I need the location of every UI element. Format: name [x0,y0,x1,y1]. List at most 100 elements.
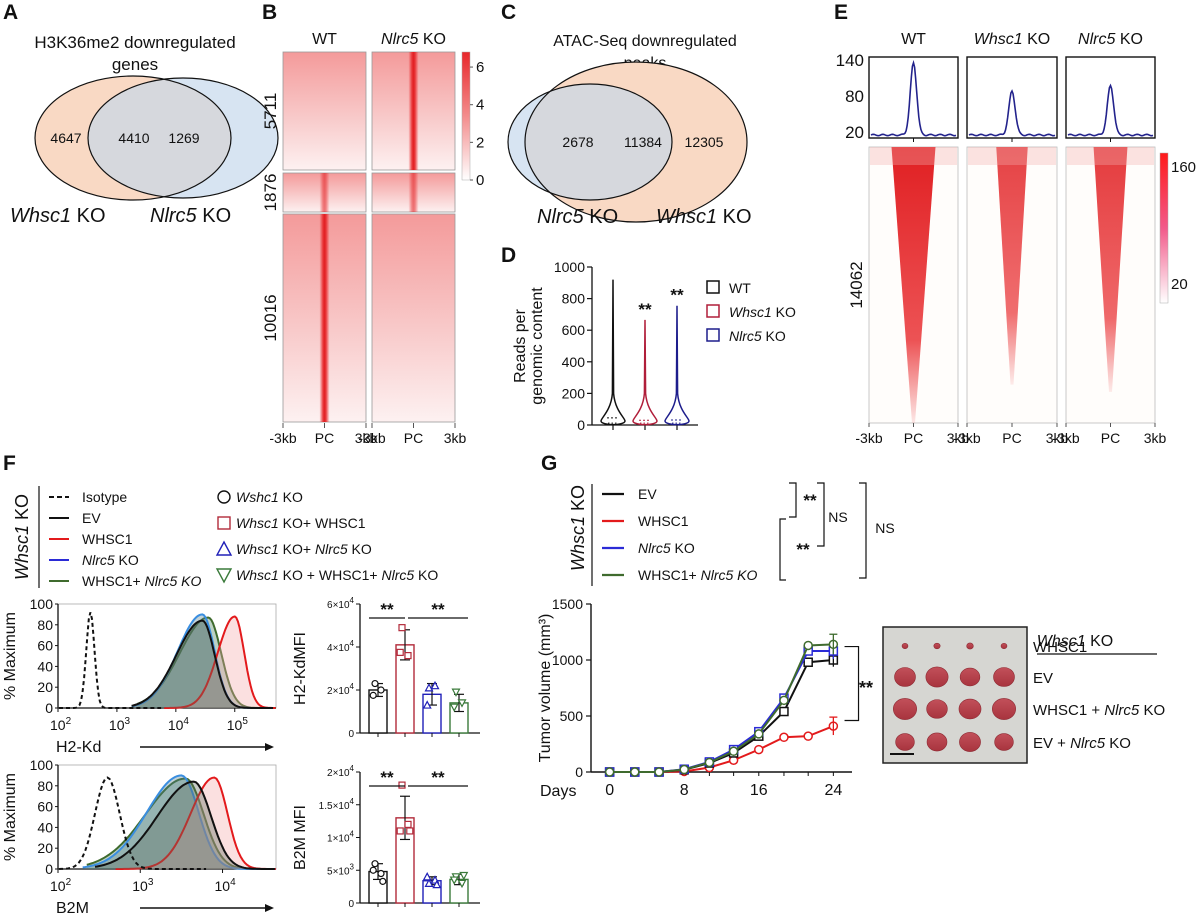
x-tick-label: -3kb [1052,430,1079,446]
photo-row-label: EV + Nlrc5 KO [1033,735,1131,752]
panel-label-e: E [834,1,848,24]
photo-row-label: WHSC1 [1033,639,1087,656]
series-line [609,725,834,773]
tumor [926,732,948,752]
x-tick-label: 102 [50,716,72,733]
series-line [609,643,834,773]
column-header: WT [901,31,926,48]
tumor [933,642,941,650]
y-tick-label: 80 [37,617,53,633]
bar-chart-1: 0 5×103 1×104 1.5×104 2×104 B2M MFI ** ** [292,764,480,910]
series-whsc1-nlrc5-ko [604,633,839,777]
y-tick-label: 0 [45,700,53,716]
legend-label: Wshc1 KO [236,489,303,505]
panel-label-g: G [541,452,557,475]
stat-label: NS [875,520,894,536]
data-point [754,744,764,755]
data-point [604,767,615,777]
y-tick-label: 60 [37,799,53,815]
legend-label: Nlrc5 KO [729,328,786,344]
violin-nlrc5-ko [664,305,690,426]
stat-bracket [789,482,797,518]
y-tick-label: 0 [577,417,585,433]
legend-label: Whsc1 KO [729,304,796,320]
y-tick-label: 20 [37,679,53,695]
y-tick-label: 800 [562,291,586,307]
data-point [457,879,467,889]
y-tick-label: 0 [45,861,53,877]
series-line [609,650,834,773]
panel-c-venn: ATAC-Seq downregulatedpeaks2678113841230… [507,33,752,228]
legend-marker-circle [217,490,231,504]
data-point [396,648,404,656]
histogram-isotype [59,776,207,870]
histogram-ev-fill [95,781,276,869]
data-point [422,700,432,709]
data-point [449,876,459,885]
heatmap-top-rows [870,147,957,165]
legend-swatch [706,304,720,318]
x-tick-label: 104 [215,877,237,894]
y-tick-label: 500 [560,708,584,724]
x-tick-label: 8 [680,782,689,799]
panel-f-flow: Whsc1 KO Isotype EV WHSC1 Nlrc5 KO WHSC1+ Nlr… [2,486,480,916]
y-tick-label: 4×104 [327,639,355,654]
data-point [398,624,406,632]
histogram-ev [131,619,274,709]
legend-swatch [706,280,720,294]
venn-count-overlap: 4410 [118,130,149,146]
arrow-head-icon [265,743,274,751]
tumor [994,733,1014,751]
histogram-nlrc5-fill [82,775,276,869]
data-point [459,871,469,881]
x-tick-label: 0 [605,782,614,799]
legend-marker-triangle [215,540,233,556]
data-point [404,820,412,829]
stat-label: ** [796,540,810,559]
y-tick-label: 400 [562,354,586,370]
column-header: Nlrc5 KO [1078,31,1143,48]
panel-label-c: C [501,1,516,24]
panel-a-venn: H3K36me2 downregulated genes 4647 4410 1269 W… [10,33,279,227]
x-tick-label: -3kb [855,430,882,446]
x-tick-label: 102 [50,877,72,894]
colorbar-tick-label: 20 [1171,276,1188,293]
data-point [451,688,461,697]
y-axis-label: Reads per [512,308,529,382]
data-point [377,869,385,878]
significance-stars: ** [638,300,652,319]
y-tick-label: 80 [37,778,53,794]
venn-count-overlap: 11384 [624,134,662,150]
panel-label-b: B [262,1,277,24]
venn-set-label: Nlrc5 KO [150,205,231,227]
histogram-combo-fill [137,617,276,708]
tumor [959,667,981,687]
data-point [430,680,440,690]
y-tick-label: 0 [348,899,354,910]
profile-curve [1067,83,1154,137]
venn-overlap [525,84,672,200]
row-group-count: 1876 [261,174,280,212]
data-point [803,640,813,651]
tumor [894,667,916,687]
profile-curve [870,59,957,137]
data-point [396,827,404,835]
heatmap-center-signal [408,52,419,170]
histogram-nlrc5 [82,774,276,870]
y-axis-label: Tumor volume (mm³) [537,614,554,763]
profile-y-tick-label: 80 [845,87,864,106]
data-point [422,872,432,881]
significance-stars: ** [431,600,445,619]
y-tick-label: 1500 [552,596,583,612]
panel-d-violin: 0 200 400 600 800 1000 Reads per genomic conten… [512,259,796,433]
x-tick-label: PC [1002,430,1021,446]
x-tick-label: -3kb [358,430,385,446]
y-axis-label: genomic content [529,287,546,405]
x-tick-label: 3kb [947,430,970,446]
profile-frame [868,56,959,139]
profile-frame [966,56,1058,139]
y-tick-label: 2×104 [327,764,355,779]
data-point [406,827,414,835]
venn-title: H3K36me2 downregulated [34,33,235,52]
